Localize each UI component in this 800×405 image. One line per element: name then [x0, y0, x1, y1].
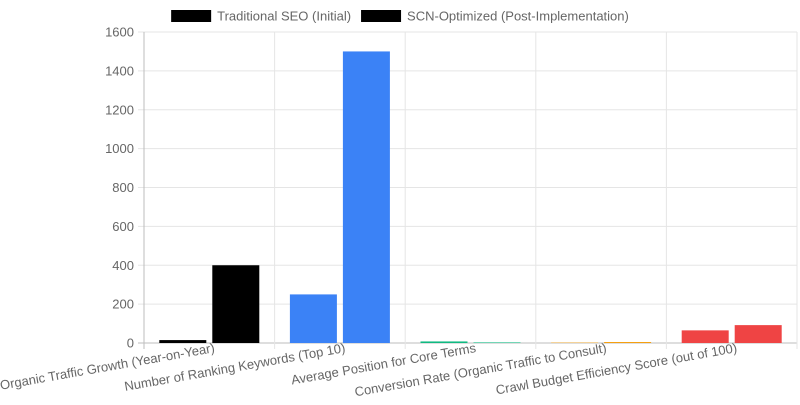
- bar-scn-4[interactable]: SCN-Optimized (Post-Implementation): 92: [735, 325, 782, 343]
- legend-label: Traditional SEO (Initial): [217, 9, 351, 24]
- y-axis: 0 200 400 600 800 1000 1200 1400 1600: [105, 25, 134, 351]
- legend-item-scn[interactable]: SCN-Optimized (Post-Implementation): [361, 9, 629, 24]
- y-tick-label: 1600: [105, 25, 134, 40]
- y-tick-label: 1200: [105, 102, 134, 117]
- y-tick-label: 200: [112, 297, 134, 312]
- bar-scn-2[interactable]: SCN-Optimized (Post-Implementation): 3: [474, 342, 521, 343]
- legend-swatch: [361, 10, 401, 22]
- bar-traditional-1[interactable]: Traditional SEO (Initial): 250: [290, 294, 337, 343]
- bars: Traditional SEO (Initial): 15SCN-Optimiz…: [159, 51, 781, 343]
- legend: Traditional SEO (Initial) SCN-Optimized (…: [171, 9, 629, 24]
- x-axis: Organic Traffic Growth (Year-on-Year)Num…: [0, 340, 738, 399]
- y-tick-label: 800: [112, 180, 134, 195]
- legend-item-traditional[interactable]: Traditional SEO (Initial): [171, 9, 351, 24]
- legend-label: SCN-Optimized (Post-Implementation): [407, 9, 629, 24]
- x-tick-label: Number of Ranking Keywords (Top 10): [123, 340, 346, 394]
- y-tick-label: 0: [127, 336, 134, 351]
- bar-scn-0[interactable]: SCN-Optimized (Post-Implementation): 400: [212, 265, 259, 343]
- y-tick-label: 1400: [105, 63, 134, 78]
- bar-traditional-4[interactable]: Traditional SEO (Initial): 65: [682, 330, 729, 343]
- x-tick-label: Organic Traffic Growth (Year-on-Year): [0, 340, 216, 393]
- y-tick-label: 1000: [105, 141, 134, 156]
- bar-scn-3[interactable]: SCN-Optimized (Post-Implementation): 5: [604, 342, 651, 343]
- bar-scn-1[interactable]: SCN-Optimized (Post-Implementation): 150…: [343, 51, 390, 343]
- y-tick-label: 600: [112, 219, 134, 234]
- x-tick-label: Crawl Budget Efficiency Score (out of 10…: [495, 340, 739, 397]
- legend-swatch: [171, 10, 211, 22]
- y-tick-label: 400: [112, 258, 134, 273]
